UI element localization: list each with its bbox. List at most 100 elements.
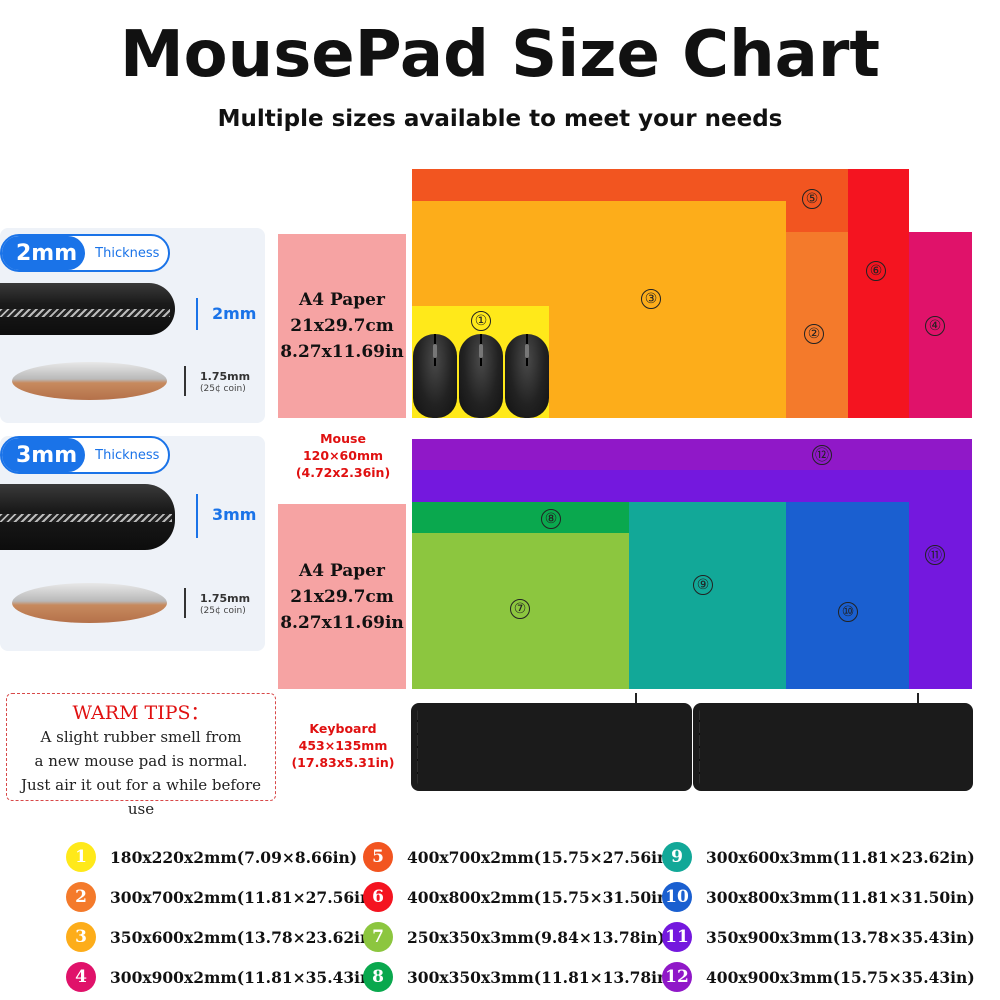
- a4-label: A4 Paper: [299, 560, 385, 581]
- marker-2: ②: [804, 324, 824, 344]
- legend-number-badge: 8: [363, 962, 393, 992]
- legend-size-text: 400x700x2mm(15.75×27.56in): [407, 847, 676, 867]
- legend-item-12: 12 400x900x3mm(15.75×35.43in): [662, 962, 975, 992]
- legend-size-text: 400x900x3mm(15.75×35.43in): [706, 967, 975, 987]
- size-rect-9: [629, 502, 786, 689]
- legend-item-9: 9 300x600x3mm(11.81×23.62in): [662, 842, 975, 872]
- a4-size-cm: 21x29.7cm: [290, 586, 394, 607]
- legend-size-text: 300x800x3mm(11.81×31.50in): [706, 887, 975, 907]
- warm-tips-title: WARM TIPS：: [72, 702, 210, 724]
- legend-number-badge: 7: [363, 922, 393, 952]
- size-rect-6: [848, 169, 909, 418]
- thickness-badge-value: 3mm: [2, 438, 86, 472]
- legend-size-text: 350x600x2mm(13.78×23.62in): [110, 927, 379, 947]
- legend-item-3: 3 350x600x2mm(13.78×23.62in): [66, 922, 379, 952]
- pad-dimension-line: [196, 298, 198, 330]
- keyboard-reference-label: Keyboard 453×135mm (17.83x5.31in): [280, 720, 406, 771]
- marker-10: ⑩: [838, 602, 858, 622]
- warm-tips-line-2: a new mouse pad is normal.: [34, 752, 248, 770]
- legend-number-badge: 4: [66, 962, 96, 992]
- warm-tips-line-1: A slight rubber smell from: [40, 728, 242, 746]
- keyboard-label-title: Keyboard: [309, 721, 377, 736]
- legend-item-8: 8 300x350x3mm(11.81×13.78in): [363, 962, 676, 992]
- coin-note: (25¢ coin): [200, 384, 246, 394]
- a4-paper-reference-top: A4 Paper 21x29.7cm 8.27x11.69in: [278, 234, 406, 418]
- legend-item-4: 4 300x900x2mm(11.81×35.43in): [66, 962, 379, 992]
- marker-4: ④: [925, 316, 945, 336]
- a4-size-cm: 21x29.7cm: [290, 316, 394, 336]
- thickness-badge-value: 2mm: [2, 236, 86, 270]
- thickness-badge-2mm: 2mm Thickness: [0, 234, 170, 272]
- thickness-badge-3mm: 3mm Thickness: [0, 436, 170, 474]
- keyboard-label-in: (17.83x5.31in): [291, 755, 395, 770]
- thickness-badge-label: Thickness: [95, 245, 160, 261]
- legend-number-badge: 1: [66, 842, 96, 872]
- mouse-label-title: Mouse: [320, 431, 366, 446]
- marker-5: ⑤: [802, 189, 822, 209]
- legend-number-badge: 12: [662, 962, 692, 992]
- coin-thickness-label: 1.75mm: [200, 370, 251, 383]
- pad-thickness-label: 2mm: [212, 304, 257, 323]
- a4-label: A4 Paper: [299, 290, 385, 310]
- legend-number-badge: 9: [662, 842, 692, 872]
- page-subtitle: Multiple sizes available to meet your ne…: [217, 106, 783, 132]
- mouse-image: [413, 334, 457, 418]
- keyboard-image: [693, 703, 973, 791]
- mouse-image: [505, 334, 549, 418]
- warm-tips-line-3: Just air it out for a while before use: [20, 776, 261, 818]
- legend-item-5: 5 400x700x2mm(15.75×27.56in): [363, 842, 676, 872]
- marker-1: ①: [471, 311, 491, 331]
- mouse-label-mm: 120×60mm: [302, 448, 383, 463]
- coin-image: [12, 362, 167, 400]
- legend-size-text: 300x900x2mm(11.81×35.43in): [110, 967, 379, 987]
- marker-8: ⑧: [541, 509, 561, 529]
- coin-dimension-line: [184, 366, 186, 396]
- legend-number-badge: 5: [363, 842, 393, 872]
- thickness-badge-label: Thickness: [95, 447, 160, 463]
- marker-6: ⑥: [866, 261, 886, 281]
- mouse-reference-label: Mouse 120×60mm (4.72x2.36in): [280, 430, 406, 481]
- legend-item-1: 1 180x220x2mm(7.09×8.66in): [66, 842, 357, 872]
- legend-item-6: 6 400x800x2mm(15.75×31.50in): [363, 882, 676, 912]
- legend-size-text: 350x900x3mm(13.78×35.43in): [706, 927, 975, 947]
- keyboard-label-mm: 453×135mm: [298, 738, 388, 753]
- page-title: MousePad Size Chart: [119, 18, 881, 92]
- legend-number-badge: 11: [662, 922, 692, 952]
- legend-size-text: 400x800x2mm(15.75×31.50in): [407, 887, 676, 907]
- a4-size-in: 8.27x11.69in: [280, 342, 404, 362]
- legend-size-text: 300x700x2mm(11.81×27.56in): [110, 887, 379, 907]
- warm-tips-box: WARM TIPS： A slight rubber smell from a …: [6, 693, 276, 818]
- marker-11: ⑪: [925, 545, 945, 565]
- legend-item-7: 7 250x350x3mm(9.84×13.78in): [363, 922, 665, 952]
- keyboard-cable: [917, 693, 919, 705]
- legend-size-text: 250x350x3mm(9.84×13.78in): [407, 927, 665, 947]
- keyboard-cable: [635, 693, 637, 705]
- size-rect-10: [786, 502, 909, 689]
- legend-number-badge: 6: [363, 882, 393, 912]
- legend-size-text: 300x600x3mm(11.81×23.62in): [706, 847, 975, 867]
- legend-number-badge: 3: [66, 922, 96, 952]
- coin-dimension-line: [184, 588, 186, 618]
- pad-stitching: [0, 514, 172, 522]
- legend-number-badge: 10: [662, 882, 692, 912]
- legend-item-10: 10 300x800x3mm(11.81×31.50in): [662, 882, 975, 912]
- coin-image: [12, 583, 167, 623]
- a4-size-in: 8.27x11.69in: [280, 612, 404, 633]
- a4-paper-reference-bottom: A4 Paper 21x29.7cm 8.27x11.69in: [278, 504, 406, 689]
- legend-size-text: 180x220x2mm(7.09×8.66in): [110, 847, 358, 867]
- legend-size-text: 300x350x3mm(11.81×13.78in): [407, 967, 676, 987]
- pad-thickness-label: 3mm: [212, 505, 257, 524]
- pad-stitching: [0, 309, 170, 317]
- legend-number-badge: 2: [66, 882, 96, 912]
- mouse-image: [459, 334, 503, 418]
- marker-7: ⑦: [510, 599, 530, 619]
- legend-item-2: 2 300x700x2mm(11.81×27.56in): [66, 882, 379, 912]
- keyboard-image: [411, 703, 692, 791]
- marker-12: ⑫: [812, 445, 832, 465]
- coin-note: (25¢ coin): [200, 606, 246, 616]
- legend-item-11: 11 350x900x3mm(13.78×35.43in): [662, 922, 975, 952]
- mouse-label-in: (4.72x2.36in): [295, 465, 391, 480]
- marker-9: ⑨: [693, 575, 713, 595]
- marker-3: ③: [641, 289, 661, 309]
- pad-dimension-line: [196, 494, 198, 538]
